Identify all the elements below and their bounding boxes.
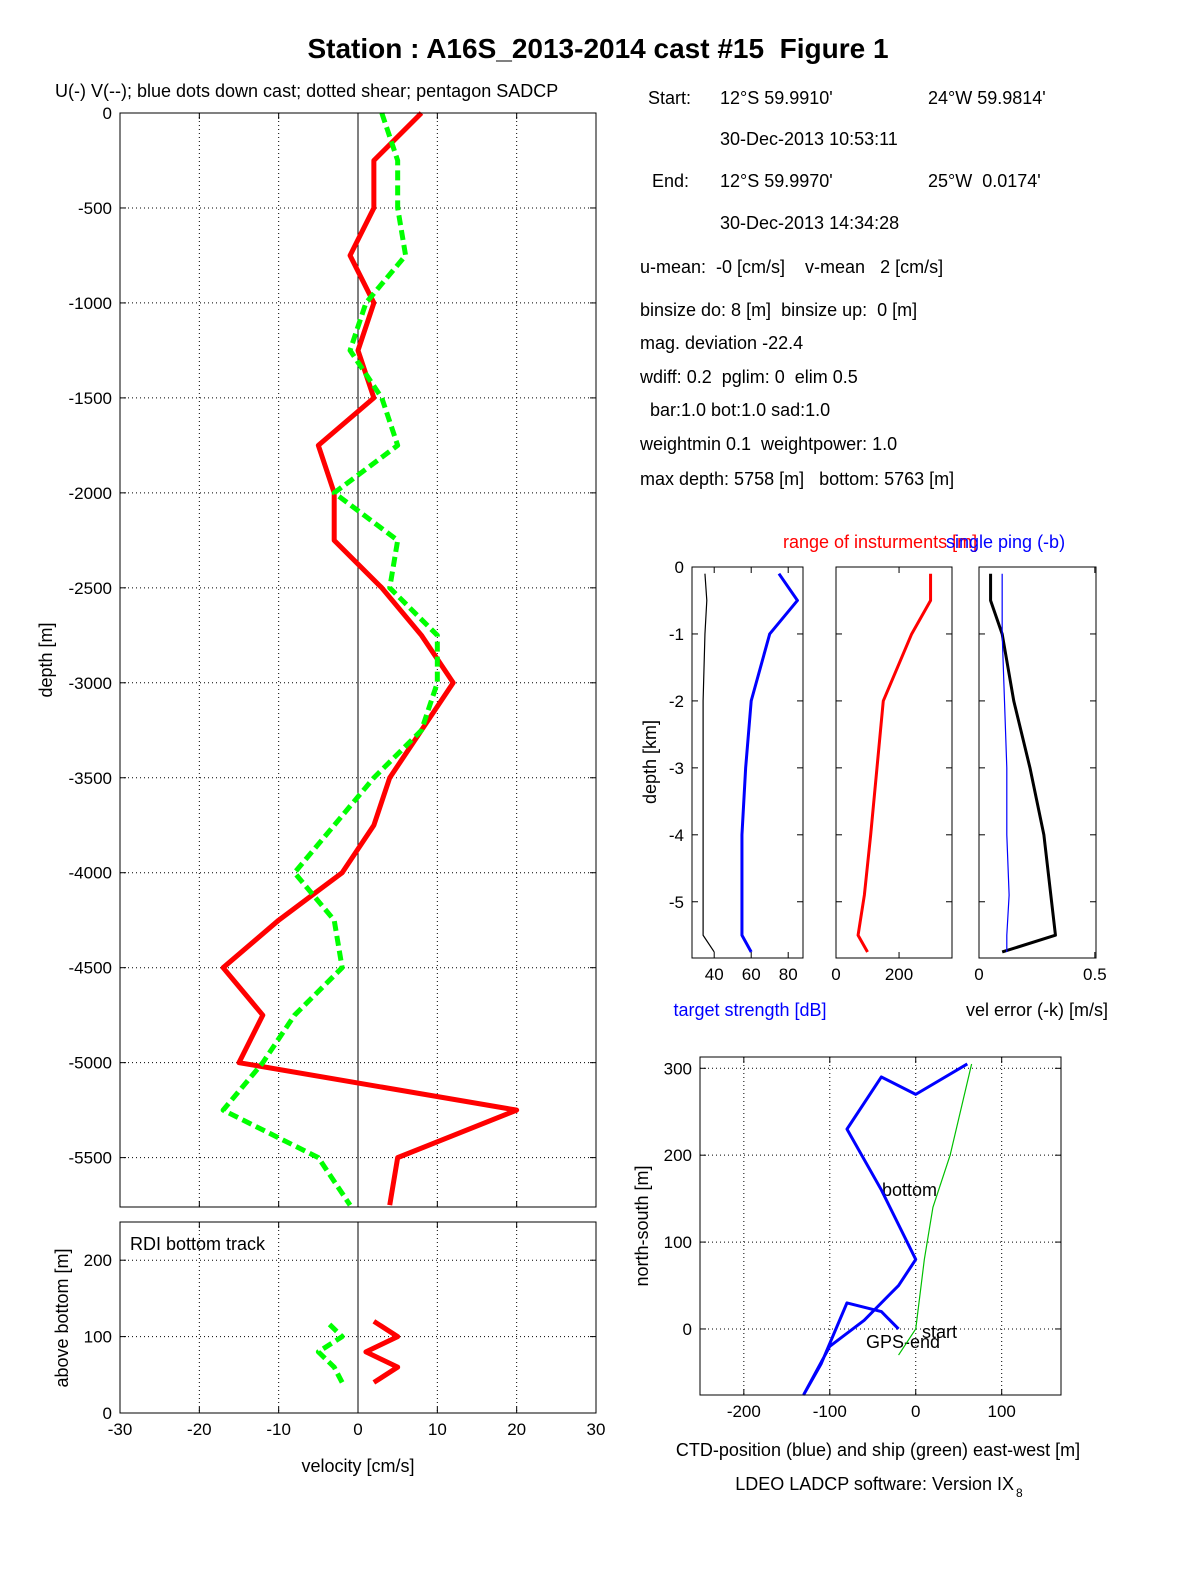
axes-frame xyxy=(978,566,1097,959)
x-axis-label: velocity [cm/s] xyxy=(301,1456,414,1476)
y-tick-label: -3500 xyxy=(69,769,112,788)
x-tick-label: -10 xyxy=(266,1420,291,1439)
data-line xyxy=(856,573,933,953)
annotation: RDI bottom track xyxy=(130,1234,266,1254)
data-line xyxy=(315,1319,345,1384)
y-tick-label: 300 xyxy=(664,1059,692,1078)
y-tick-label: -4 xyxy=(669,826,684,845)
y-axis-label: above bottom [m] xyxy=(52,1248,72,1387)
y-axis-label: depth [m] xyxy=(36,622,56,697)
y-tick-label: 100 xyxy=(84,1328,112,1347)
info-text: 12°S 59.9970' xyxy=(720,171,833,191)
data-line xyxy=(363,1319,401,1385)
y-tick-label: -5000 xyxy=(69,1054,112,1073)
y-tick-label: 200 xyxy=(84,1251,112,1270)
data-line xyxy=(989,573,1057,954)
y-tick-label: -4000 xyxy=(69,864,112,883)
x-tick-label: 20 xyxy=(507,1420,526,1439)
info-text: End: xyxy=(652,171,689,191)
y-tick-label: -2000 xyxy=(69,484,112,503)
info-text: binsize do: 8 [m] binsize up: 0 [m] xyxy=(640,300,917,320)
x-tick-label: 40 xyxy=(705,965,724,984)
info-text: 12°S 59.9910' xyxy=(720,88,833,108)
footer: LDEO LADCP software: Version IX xyxy=(735,1474,1014,1494)
data-line xyxy=(740,572,799,953)
y-tick-label: -2 xyxy=(669,692,684,711)
data-line xyxy=(702,573,715,953)
x-tick-label: 30 xyxy=(587,1420,606,1439)
x-tick-label: -20 xyxy=(187,1420,212,1439)
y-tick-label: 0 xyxy=(683,1320,692,1339)
info-text: max depth: 5758 [m] bottom: 5763 [m] xyxy=(640,469,954,489)
annotation: bottom xyxy=(882,1180,937,1200)
y-axis-label: depth [km] xyxy=(640,720,660,804)
y-tick-label: -3 xyxy=(669,759,684,778)
y-tick-label: -5 xyxy=(669,893,684,912)
x-tick-label: 80 xyxy=(779,965,798,984)
x-tick-label: -200 xyxy=(727,1402,761,1421)
info-text: wdiff: 0.2 pglim: 0 elim 0.5 xyxy=(639,367,858,387)
figure-title: Station : A16S_2013-2014 cast #15 Figure… xyxy=(307,33,888,64)
info-text: bar:1.0 bot:1.0 sad:1.0 xyxy=(640,400,830,420)
axes-frame xyxy=(835,566,953,959)
y-tick-label: 100 xyxy=(664,1233,692,1252)
y-tick-label: 0 xyxy=(103,1404,112,1423)
info-text: 30-Dec-2013 14:34:28 xyxy=(720,213,899,233)
y-tick-label: 200 xyxy=(664,1146,692,1165)
y-tick-label: -4500 xyxy=(69,959,112,978)
x-axis-label: CTD-position (blue) and ship (green) eas… xyxy=(676,1440,1080,1460)
y-tick-label: -500 xyxy=(78,199,112,218)
y-tick-label: -1500 xyxy=(69,389,112,408)
x-tick-label: 0 xyxy=(974,965,983,984)
data-line xyxy=(1001,573,1010,952)
annotation: GPS-end xyxy=(866,1332,940,1352)
y-tick-label: -2500 xyxy=(69,579,112,598)
info-text: Start: xyxy=(648,88,691,108)
x-tick-label: 0 xyxy=(831,965,840,984)
axes-frame xyxy=(691,566,804,959)
data-line xyxy=(802,1062,969,1396)
info-text: 24°W 59.9814' xyxy=(928,88,1046,108)
info-text: weightmin 0.1 weightpower: 1.0 xyxy=(639,434,897,454)
data-line xyxy=(220,111,520,1206)
footer-subscript: 8 xyxy=(1016,1486,1023,1500)
y-tick-label: -3000 xyxy=(69,674,112,693)
chart-title: U(-) V(--); blue dots down cast; dotted … xyxy=(55,81,558,101)
y-axis-label: north-south [m] xyxy=(632,1165,652,1286)
x-tick-label: 200 xyxy=(885,965,913,984)
x-tick-label: 0 xyxy=(353,1420,362,1439)
x-tick-label: 10 xyxy=(428,1420,447,1439)
x-axis-label: vel error (-k) [m/s] xyxy=(966,1000,1108,1020)
annotation: start xyxy=(922,1322,957,1342)
chart-title: single ping (-b) xyxy=(946,532,1065,552)
x-tick-label: 60 xyxy=(742,965,761,984)
data-line xyxy=(898,1063,973,1356)
x-tick-label: -100 xyxy=(813,1402,847,1421)
info-text: 25°W 0.0174' xyxy=(928,171,1041,191)
y-tick-label: -5500 xyxy=(69,1149,112,1168)
x-tick-label: 0 xyxy=(911,1402,920,1421)
y-tick-label: -1 xyxy=(669,625,684,644)
y-tick-label: 0 xyxy=(675,558,684,577)
data-line xyxy=(220,112,440,1207)
x-tick-label: 100 xyxy=(988,1402,1016,1421)
info-text: mag. deviation -22.4 xyxy=(640,333,803,353)
info-text: u-mean: -0 [cm/s] v-mean 2 [cm/s] xyxy=(640,257,943,277)
x-axis-label: target strength [dB] xyxy=(673,1000,826,1020)
y-tick-label: -1000 xyxy=(69,294,112,313)
chart-title: range of insturments [m] xyxy=(783,532,977,552)
axes-frame xyxy=(699,1056,1062,1396)
y-tick-label: 0 xyxy=(103,104,112,123)
x-tick-label: -30 xyxy=(108,1420,133,1439)
info-text: 30-Dec-2013 10:53:11 xyxy=(720,129,898,149)
x-tick-label: 0.5 xyxy=(1083,965,1107,984)
